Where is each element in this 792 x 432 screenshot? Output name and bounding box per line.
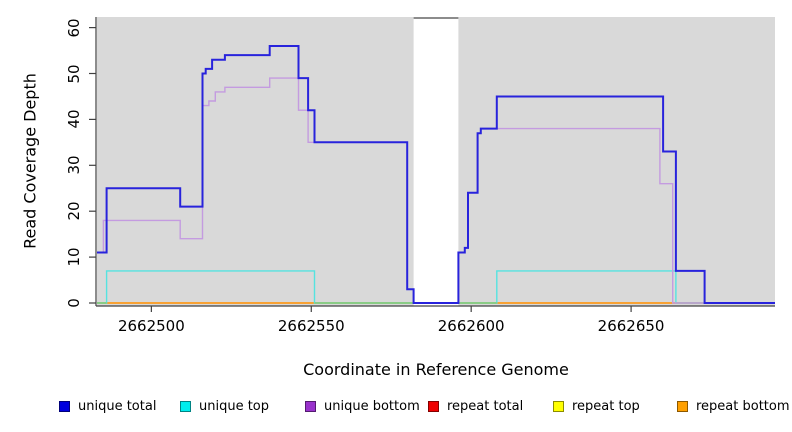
legend-item-unique-total: unique total — [59, 398, 156, 414]
legend-item-unique-bottom: unique bottom — [305, 398, 420, 414]
y-tick-label: 30 — [65, 155, 83, 175]
legend-swatch-repeat-total — [428, 400, 439, 412]
legend-item-repeat-top: repeat top — [553, 398, 640, 414]
x-tick-label: 2662600 — [437, 317, 505, 335]
x-tick-label: 2662500 — [117, 317, 185, 335]
y-tick-label: 60 — [65, 18, 83, 38]
legend-swatch-repeat-top — [553, 400, 564, 412]
legend-swatch-repeat-bottom — [677, 400, 688, 412]
x-tick-label: 2662550 — [277, 317, 345, 335]
x-tick-label: 2662650 — [597, 317, 665, 335]
y-tick-label: 40 — [65, 109, 83, 129]
legend-swatch-unique-bottom — [305, 400, 316, 412]
y-tick-label: 10 — [65, 247, 83, 267]
y-tick-label: 20 — [65, 201, 83, 221]
legend-label: repeat bottom — [696, 398, 790, 414]
y-tick-label: 50 — [65, 63, 83, 84]
legend-swatch-unique-top — [180, 400, 191, 412]
legend-label: unique total — [78, 398, 157, 414]
x-axis-title: Coordinate in Reference Genome — [303, 360, 569, 379]
series-line-unique-total — [97, 45, 775, 304]
legend-item-unique-top: unique top — [180, 398, 269, 414]
legend-item-repeat-bottom: repeat bottom — [677, 398, 790, 414]
legend-label: unique bottom — [324, 398, 420, 414]
legend-label: unique top — [199, 398, 270, 414]
legend-label: repeat total — [447, 398, 524, 414]
y-tick-label: 0 — [65, 298, 83, 308]
legend-swatch-unique-total — [59, 400, 70, 412]
legend-label: repeat top — [572, 398, 640, 414]
y-axis-title: Read Coverage Depth — [20, 73, 40, 249]
no-data-band — [413, 17, 459, 306]
legend-item-repeat-total: repeat total — [428, 398, 523, 414]
